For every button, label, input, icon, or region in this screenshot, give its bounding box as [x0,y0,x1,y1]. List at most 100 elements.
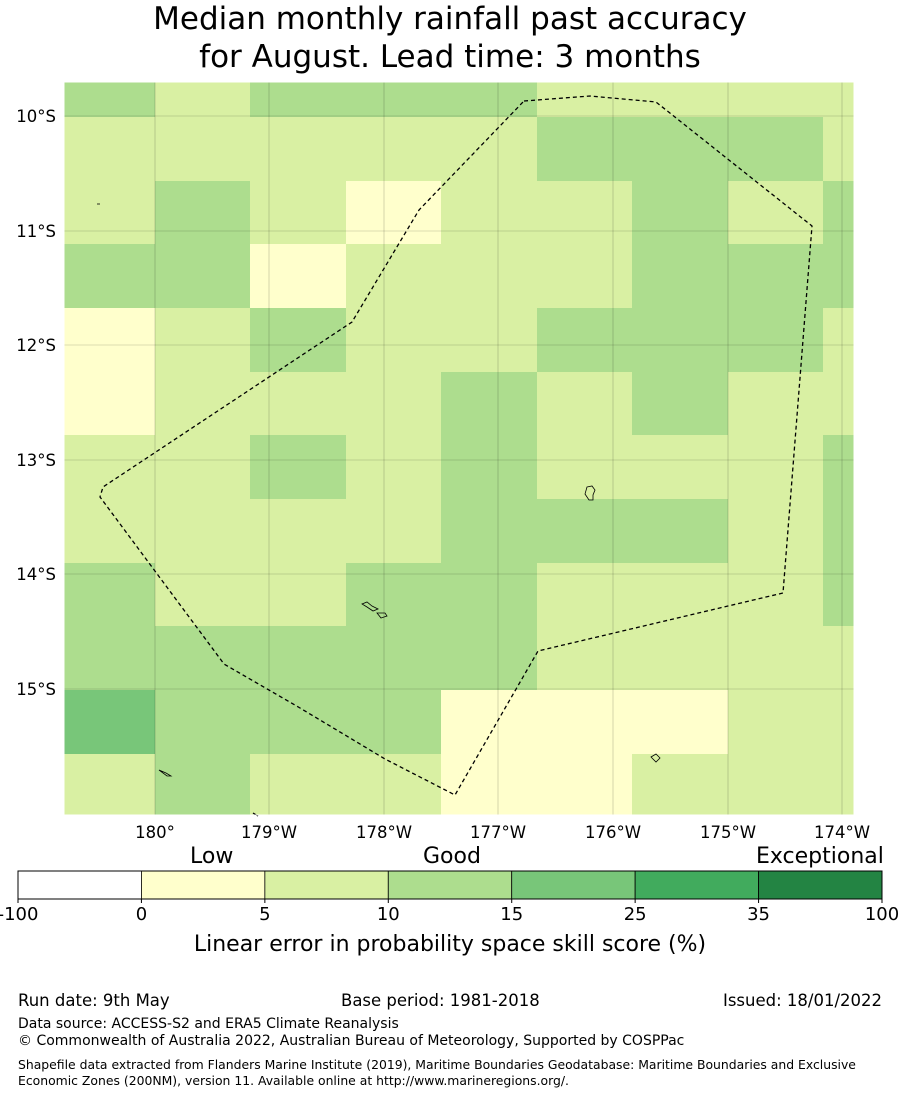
grid-cell [441,308,537,372]
grid-cell [346,244,441,308]
grid-cell [250,435,346,499]
island-vaitupu-east [376,612,388,619]
colorbar-segment [758,870,883,900]
grid-cell [728,435,823,499]
grid-cell [346,82,441,117]
map-frame [63,81,855,816]
grid-cell [250,563,346,626]
grid-cell [728,82,823,117]
colorbar-category-good: Good [423,844,481,869]
grid-cell [632,181,728,244]
grid-cell [64,690,155,754]
colorbar-category-low: Low [190,844,234,869]
title-line-2: for August. Lead time: 3 months [199,39,701,75]
grid-cell [632,244,728,308]
colorbar-tick-label: 15 [500,904,523,925]
grid-cell [346,117,441,181]
grid-cell [537,690,632,754]
grid-cell [64,82,155,117]
grid-cell [728,244,823,308]
grid-cell [728,181,823,244]
grid-cell [155,117,250,181]
latitude-labels: 10°S 11°S 12°S 13°S 14°S 15°S [16,107,56,699]
grid-cell [728,499,823,563]
grid-cell [823,626,854,690]
latitude-label: 10°S [16,107,56,126]
colorbar: -100 0 5 10 15 25 35 100 [0,870,899,925]
map-title: Median monthly rainfall past accuracy fo… [0,0,900,76]
latitude-label: 15°S [16,680,56,699]
skill-grid [64,82,854,815]
grid-cell [250,308,346,372]
grid-cell [537,499,632,563]
grid-cell [537,626,632,690]
grid-cell [632,82,728,117]
colorbar-category-exceptional: Exceptional [756,844,884,869]
longitude-label: 177°W [470,823,526,842]
grid-cell [823,82,854,117]
grid-cell [823,435,854,499]
grid-cell [632,690,728,754]
latitude-label: 11°S [16,222,56,241]
latitude-label: 13°S [16,451,56,470]
grid-cell [632,435,728,499]
grid-cell [537,563,632,626]
grid-cell [823,690,854,754]
island-vaitupu [361,601,379,612]
grid-cell [64,563,155,626]
grid-cell [823,181,854,244]
grid-cell [250,499,346,563]
grid-cell [823,308,854,372]
grid-cell [537,244,632,308]
grid-cell [441,563,537,626]
longitude-label: 178°W [356,823,412,842]
grid-cell [250,754,346,815]
grid-cell [728,117,823,181]
grid-cell [250,82,346,117]
graticule [64,82,854,815]
grid-cell [823,754,854,815]
colorbar-segment [264,870,389,900]
grid-cell [441,626,537,690]
grid-cell [823,499,854,563]
shapefile-credit: Shapefile data extracted from Flanders M… [18,1057,856,1088]
latitude-label: 14°S [16,565,56,584]
grid-cell [632,499,728,563]
colorbar-tick-label: 0 [136,904,147,925]
grid-cell [64,626,155,690]
longitude-label: 175°W [700,823,756,842]
grid-cell [64,372,155,435]
grid-cell [632,308,728,372]
longitude-label: 174°W [814,823,870,842]
grid-cell [441,499,537,563]
grid-cell [632,563,728,626]
data-source: Data source: ACCESS-S2 and ERA5 Climate … [18,1016,399,1032]
grid-cell [250,372,346,435]
grid-cell [346,499,441,563]
colorbar-segment [387,870,513,900]
grid-cell [155,181,250,244]
grid-cell [64,244,155,308]
grid-cell [346,754,441,815]
grid-cell [823,372,854,435]
grid-cell [155,499,250,563]
grid-cell [632,626,728,690]
colorbar-tick-label: 10 [377,904,400,925]
colorbar-segment [634,870,759,900]
grid-cell [728,308,823,372]
grid-cell [346,181,441,244]
grid-cell [346,308,441,372]
grid-cell [441,181,537,244]
island-southeast [650,753,661,763]
grid-cell [632,754,728,815]
grid-cell [537,308,632,372]
longitude-label: 180° [135,823,175,842]
grid-cell [823,563,854,626]
grid-cell [537,372,632,435]
base-period: Base period: 1981-2018 [341,991,540,1010]
grid-cell [823,117,854,181]
grid-cell [441,435,537,499]
grid-cell [155,754,250,815]
grid-cell [537,754,632,815]
